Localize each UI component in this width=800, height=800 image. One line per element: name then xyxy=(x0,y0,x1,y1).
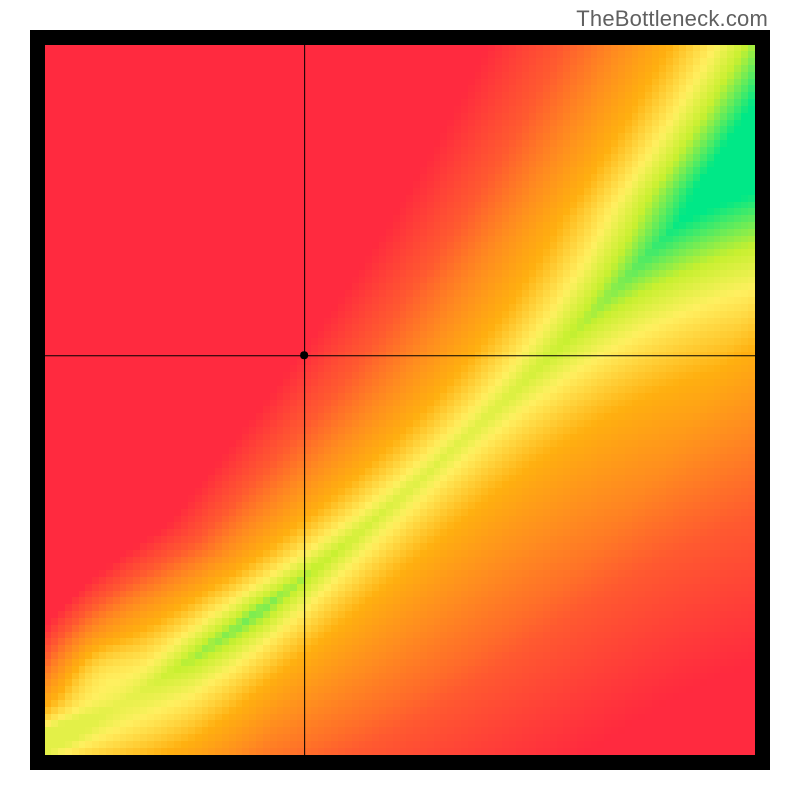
chart-frame xyxy=(30,30,770,770)
attribution-text: TheBottleneck.com xyxy=(576,6,768,32)
heatmap-canvas xyxy=(45,45,755,755)
chart-container: TheBottleneck.com xyxy=(0,0,800,800)
